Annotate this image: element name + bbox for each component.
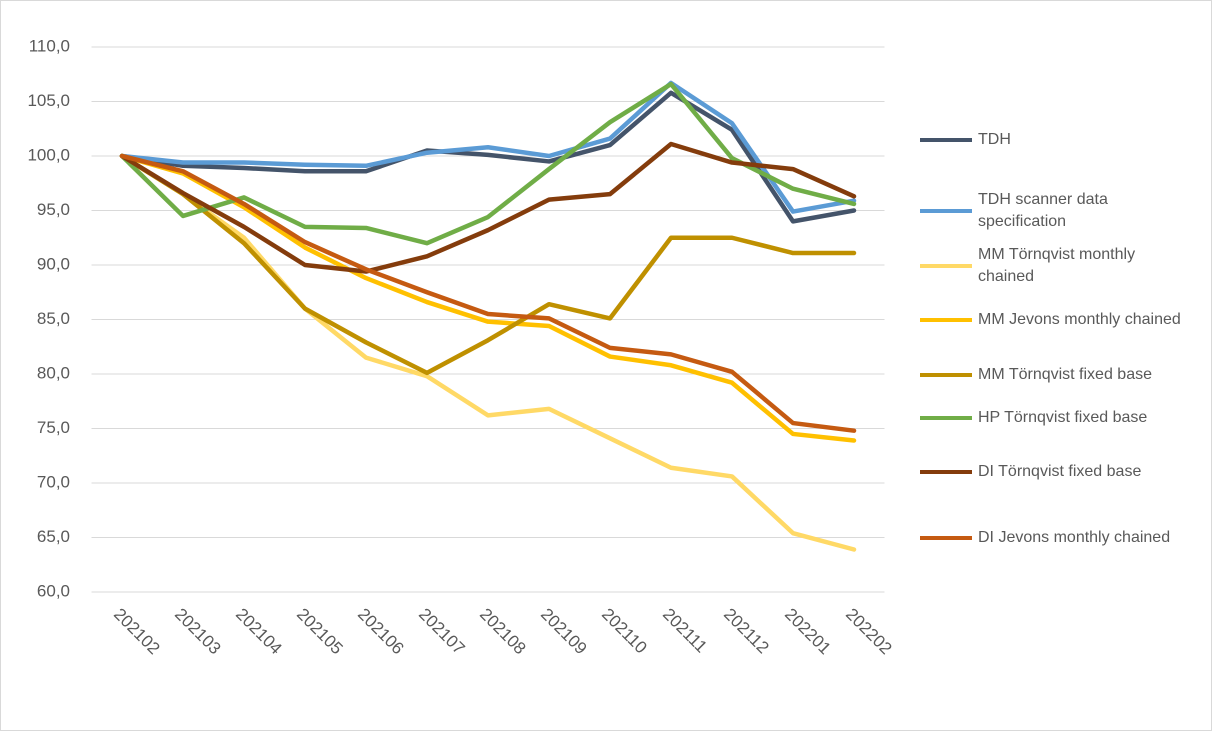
- legend-label: DI Törnqvist fixed base: [978, 463, 1142, 480]
- y-tick-label: 110,0: [29, 36, 70, 55]
- legend-swatch: [920, 470, 972, 474]
- y-tick-label: 60,0: [37, 581, 70, 600]
- legend-label: TDH: [978, 131, 1011, 148]
- legend-label: MM Jevons monthly chained: [978, 311, 1181, 328]
- series-line: [119, 153, 857, 376]
- series-line: [119, 153, 857, 433]
- legend-entry: HP Törnqvist fixed base: [920, 396, 1184, 440]
- y-tick-label: 85,0: [37, 309, 70, 328]
- y-tick-label: 100,0: [27, 145, 70, 164]
- series-line: [119, 141, 857, 274]
- y-tick-label: 80,0: [37, 363, 70, 382]
- legend-entry: MM Törnqvist monthly chained: [920, 244, 1184, 288]
- series-line: [119, 81, 857, 246]
- legend-label: HP Törnqvist fixed base: [978, 409, 1148, 426]
- legend-label: TDH scanner data specification: [978, 191, 1108, 230]
- legend-swatch: [920, 416, 972, 420]
- legend-swatch: [920, 209, 972, 213]
- legend-swatch: [920, 373, 972, 377]
- y-tick-label: 105,0: [27, 91, 70, 110]
- legend-swatch: [920, 138, 972, 142]
- legend-label: DI Jevons monthly chained: [978, 529, 1171, 546]
- legend-entry: DI Törnqvist fixed base: [920, 450, 1184, 494]
- series-line: [119, 90, 857, 224]
- y-tick-label: 90,0: [37, 254, 70, 273]
- legend-swatch: [920, 318, 972, 322]
- y-tick-label: 65,0: [37, 527, 70, 546]
- legend-label: MM Törnqvist fixed base: [978, 366, 1152, 383]
- legend-entry: TDH scanner data specification: [920, 189, 1184, 233]
- y-tick-label: 70,0: [37, 472, 70, 491]
- series-line: [119, 153, 857, 443]
- y-tick-label: 75,0: [37, 418, 70, 437]
- legend-swatch: [920, 264, 972, 268]
- legend-entry: MM Jevons monthly chained: [920, 298, 1184, 342]
- legend-entry: TDH: [920, 118, 1184, 162]
- y-tick-label: 95,0: [37, 200, 70, 219]
- legend-entry: DI Jevons monthly chained: [920, 516, 1184, 560]
- legend-swatch: [920, 536, 972, 540]
- series-line: [119, 153, 857, 552]
- legend-entry: MM Törnqvist fixed base: [920, 353, 1184, 397]
- series-line: [119, 80, 857, 214]
- legend-label: MM Törnqvist monthly chained: [978, 246, 1136, 285]
